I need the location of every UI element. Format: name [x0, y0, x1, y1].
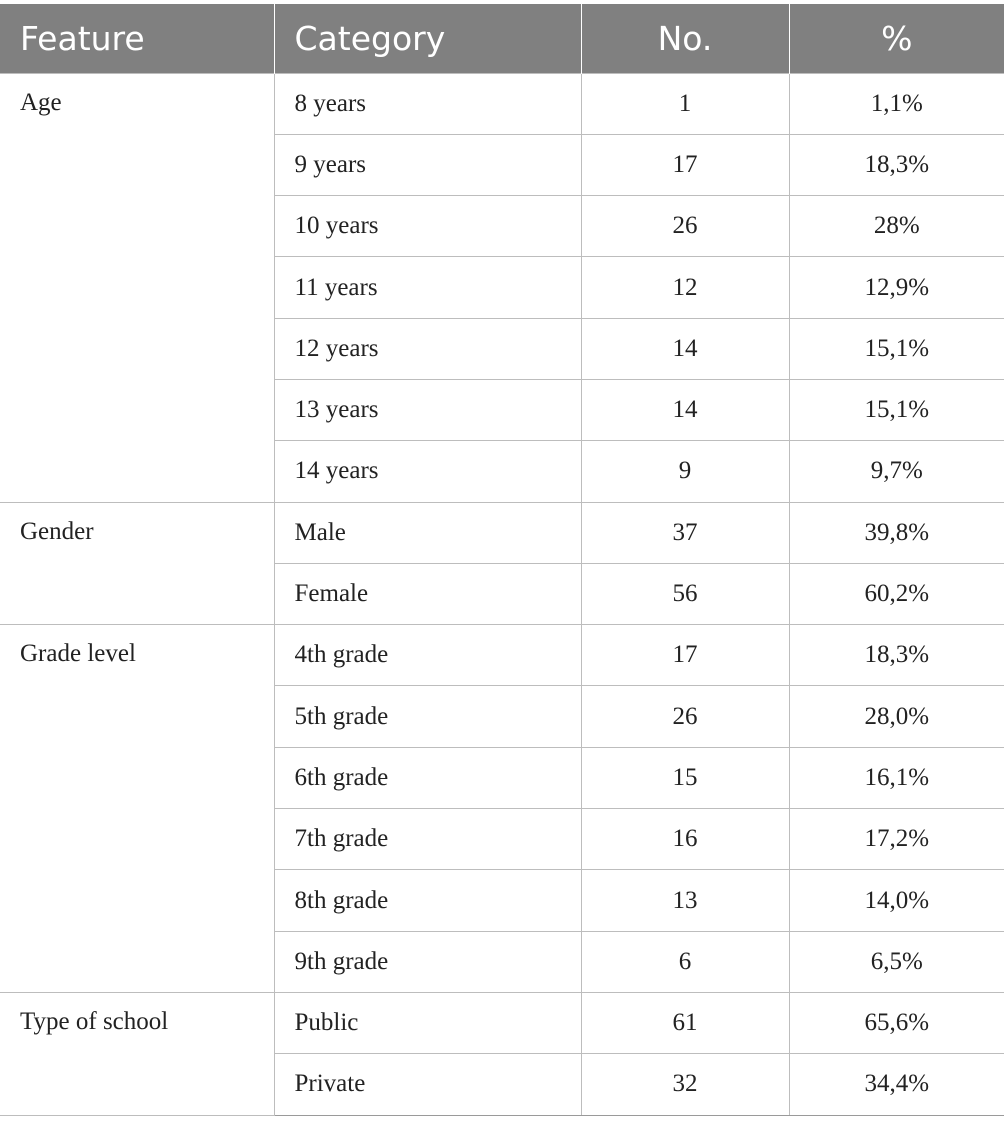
table-row: Female 56 60,2% [0, 562, 1004, 626]
feature-cell: Grade level [0, 624, 275, 993]
table-row: Grade level 4th grade 17 18,3% [0, 624, 1004, 993]
percent-cell: 6,5% [788, 930, 1004, 993]
table-row: 8th grade 13 14,0% [0, 869, 1004, 932]
percent-cell: 1,1% [788, 72, 1004, 135]
percent-cell: 65,6% [788, 991, 1004, 1055]
table-header: Feature Category No. % [0, 4, 1004, 73]
percent-cell: 17,2% [788, 808, 1004, 871]
demographics-table: Feature Category No. % Age 8 years 1 1,1% 9 … [0, 4, 1004, 1116]
count-cell: 17 [580, 624, 790, 687]
category-cell: 9 years [273, 133, 582, 197]
table-row: 5th grade 26 28,0% [0, 685, 1004, 748]
percent-cell: 60,2% [788, 562, 1004, 626]
count-cell: 1 [580, 72, 790, 135]
percent-cell: 14,0% [788, 869, 1004, 932]
header-percent: % [789, 4, 1004, 73]
table-row: 11 years 12 12,9% [0, 256, 1004, 319]
percent-cell: 18,3% [788, 624, 1004, 687]
table-container: Feature Category No. % Age 8 years 1 1,1% 9 … [0, 4, 1004, 1116]
count-cell: 14 [580, 378, 790, 442]
count-cell: 15 [580, 746, 790, 810]
table-row: Private 32 34,4% [0, 1053, 1004, 1116]
category-cell: Public [273, 991, 582, 1055]
percent-cell: 39,8% [788, 501, 1004, 564]
percent-cell: 28% [788, 195, 1004, 258]
category-cell: 12 years [273, 317, 582, 380]
category-cell: 10 years [273, 195, 582, 258]
category-cell: 13 years [273, 378, 582, 442]
header-feature: Feature [0, 4, 275, 73]
percent-cell: 15,1% [788, 378, 1004, 442]
count-cell: 26 [580, 195, 790, 258]
percent-cell: 34,4% [788, 1053, 1004, 1116]
table-row: 9th grade 6 6,5% [0, 930, 1004, 993]
count-cell: 12 [580, 256, 790, 319]
percent-cell: 12,9% [788, 256, 1004, 319]
count-cell: 56 [580, 562, 790, 626]
category-cell: Female [273, 562, 582, 626]
table-row: 9 years 17 18,3% [0, 133, 1004, 197]
category-cell: 6th grade [273, 746, 582, 810]
table-row: Type of school Public 61 65,6% [0, 991, 1004, 1116]
count-cell: 37 [580, 501, 790, 564]
percent-cell: 9,7% [788, 440, 1004, 503]
feature-cell: Age [0, 72, 275, 503]
table-row: Age 8 years 1 1,1% [0, 72, 1004, 503]
category-cell: 5th grade [273, 685, 582, 748]
category-cell: 14 years [273, 440, 582, 503]
count-cell: 16 [580, 808, 790, 871]
feature-cell: Type of school [0, 991, 275, 1116]
category-cell: 8 years [273, 72, 582, 135]
category-cell: 7th grade [273, 808, 582, 871]
count-cell: 14 [580, 317, 790, 380]
category-cell: 11 years [273, 256, 582, 319]
count-cell: 6 [580, 930, 790, 993]
table-row: 6th grade 15 16,1% [0, 746, 1004, 810]
header-category: Category [274, 4, 582, 73]
category-cell: Male [273, 501, 582, 564]
table-row: 12 years 14 15,1% [0, 317, 1004, 380]
table-row: 14 years 9 9,7% [0, 440, 1004, 503]
count-cell: 32 [580, 1053, 790, 1116]
percent-cell: 16,1% [788, 746, 1004, 810]
table-row: 7th grade 16 17,2% [0, 808, 1004, 871]
count-cell: 61 [580, 991, 790, 1055]
category-cell: Private [273, 1053, 582, 1116]
table-body: Age 8 years 1 1,1% 9 years 17 18,3% 10 years 26 2… [0, 72, 1004, 1116]
percent-cell: 28,0% [788, 685, 1004, 748]
percent-cell: 15,1% [788, 317, 1004, 380]
category-cell: 9th grade [273, 930, 582, 993]
header-no: No. [581, 4, 790, 73]
table-row: Gender Male 37 39,8% [0, 501, 1004, 626]
count-cell: 26 [580, 685, 790, 748]
count-cell: 17 [580, 133, 790, 197]
header-row: Feature Category No. % [0, 4, 1004, 73]
feature-cell: Gender [0, 501, 275, 626]
percent-cell: 18,3% [788, 133, 1004, 197]
category-cell: 8th grade [273, 869, 582, 932]
count-cell: 13 [580, 869, 790, 932]
category-cell: 4th grade [273, 624, 582, 687]
count-cell: 9 [580, 440, 790, 503]
table-row: 10 years 26 28% [0, 195, 1004, 258]
